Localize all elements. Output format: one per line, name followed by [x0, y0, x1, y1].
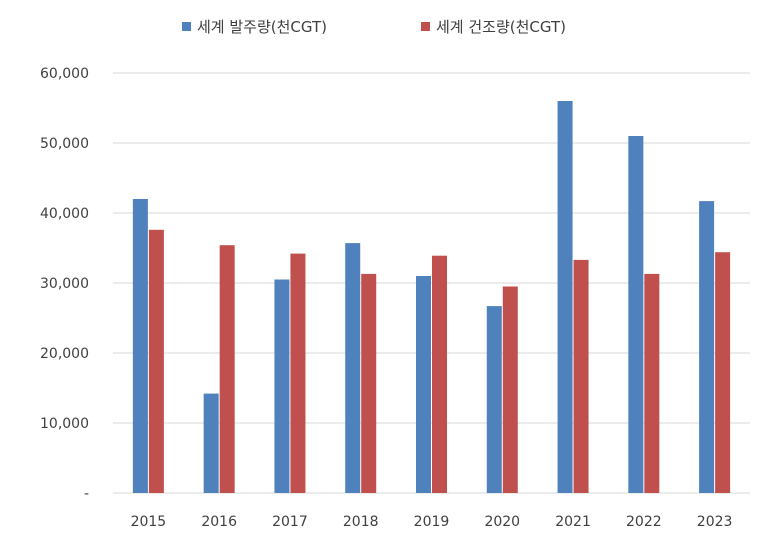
axis-labels: - 10,000 20,000 30,000 40,000 50,000 60,000 201…	[40, 66, 732, 530]
bar-order-2022	[628, 136, 644, 493]
x-tick-label: 2023	[697, 514, 733, 530]
y-tick-label: 60,000	[40, 66, 89, 82]
x-tick-label: 2016	[201, 514, 237, 530]
legend-swatch-order	[182, 22, 191, 31]
bar-completion-2018	[361, 273, 377, 493]
bar-order-2021	[557, 101, 573, 493]
bar-completion-2016	[219, 245, 235, 493]
bar-order-2015	[132, 199, 148, 493]
bar-completion-2015	[148, 229, 164, 494]
x-tick-label: 2022	[626, 514, 662, 530]
gridlines	[113, 72, 750, 494]
x-tick-label: 2021	[555, 514, 591, 530]
bar-order-2016	[203, 393, 219, 493]
x-tick-label: 2019	[414, 514, 450, 530]
y-tick-label: 40,000	[40, 206, 89, 222]
bar-order-2017	[274, 279, 290, 493]
bar-order-2019	[416, 276, 431, 493]
legend-swatch-completion	[421, 22, 430, 31]
x-tick-label: 2018	[343, 514, 379, 530]
bar-completion-2020	[502, 286, 518, 493]
legend: 세계 발주량(천CGT) 세계 건조량(천CGT)	[182, 18, 566, 36]
y-tick-label: 30,000	[40, 276, 89, 292]
bar-completion-2021	[573, 259, 589, 493]
y-tick-label: 20,000	[40, 346, 89, 362]
legend-label-completion: 세계 건조량(천CGT)	[436, 18, 566, 36]
bar-completion-2023	[715, 252, 731, 493]
bar-order-2023	[699, 201, 715, 493]
x-tick-label: 2020	[484, 514, 520, 530]
x-tick-label: 2015	[131, 514, 167, 530]
y-tick-label: -	[84, 486, 89, 502]
y-tick-label: 10,000	[40, 416, 89, 432]
bar-order-2018	[345, 243, 361, 493]
legend-label-order: 세계 발주량(천CGT)	[197, 18, 327, 36]
bar-order-2020	[486, 306, 502, 493]
bar-completion-2017	[290, 253, 306, 493]
bar-completion-2022	[644, 273, 660, 493]
bar-completion-2019	[432, 255, 447, 493]
y-tick-label: 50,000	[40, 136, 89, 152]
bars	[132, 101, 731, 494]
x-tick-label: 2017	[272, 514, 308, 530]
